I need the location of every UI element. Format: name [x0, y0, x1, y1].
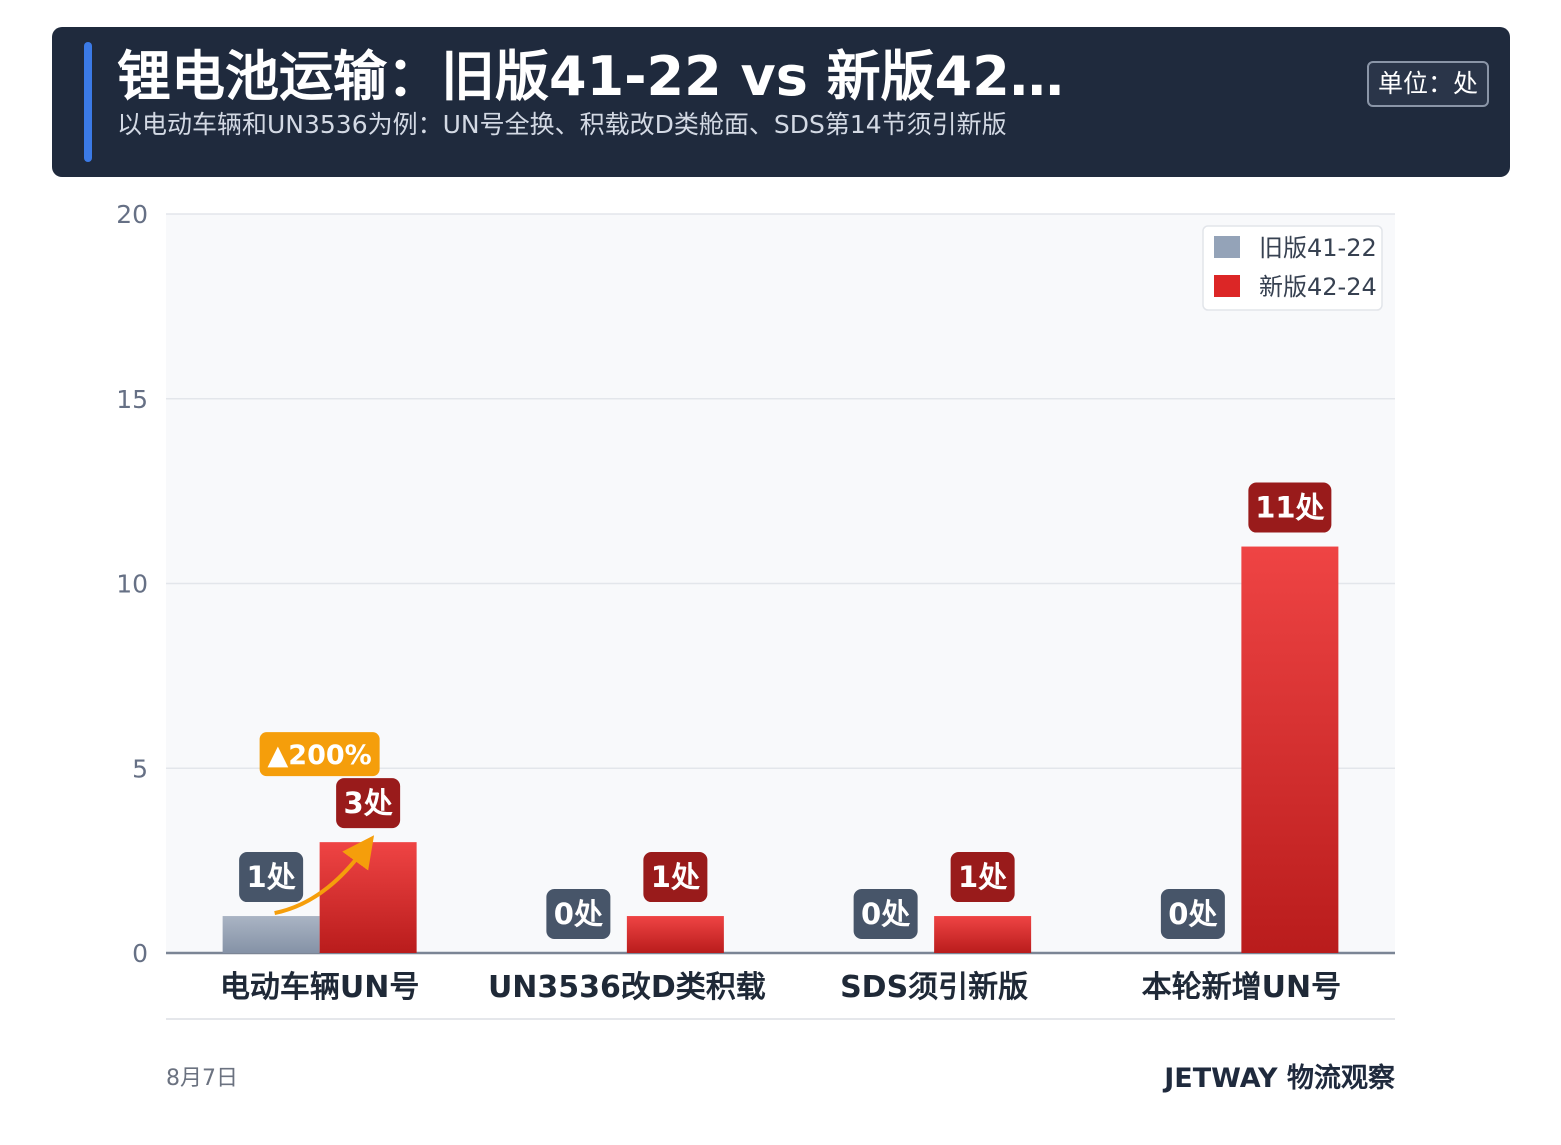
svg-text:11处: 11处: [1255, 491, 1324, 525]
data-label-old: 1处: [239, 852, 304, 903]
bar-new: [319, 842, 417, 953]
svg-text:1处: 1处: [958, 860, 1007, 894]
bar-new: [1241, 546, 1339, 953]
header-banner: [52, 27, 1510, 177]
chart-title: 锂电池运输：旧版41-22 vs 新版42…: [117, 45, 1064, 108]
svg-text:0处: 0处: [1168, 897, 1217, 931]
svg-text:1处: 1处: [247, 860, 296, 894]
legend-swatch: [1214, 275, 1240, 297]
data-label-old: 0处: [1160, 889, 1225, 939]
data-label-new: 11处: [1248, 482, 1332, 533]
bar-new: [934, 916, 1032, 953]
legend-label: 新版42-24: [1259, 273, 1377, 301]
footer-date: 8月7日: [166, 1066, 238, 1091]
svg-text:0处: 0处: [861, 897, 910, 931]
header-accent-bar: [84, 42, 92, 162]
svg-text:0处: 0处: [554, 897, 603, 931]
data-label-old: 0处: [853, 889, 918, 939]
y-tick-label: 5: [132, 754, 148, 783]
y-tick-label: 20: [116, 200, 148, 229]
footer-brand: JETWAY 物流观察: [1164, 1063, 1395, 1094]
x-tick-label: 电动车辆UN号: [220, 970, 419, 1005]
legend-swatch: [1214, 236, 1240, 258]
data-label-new: 1处: [643, 852, 708, 903]
data-label-new: 1处: [950, 852, 1015, 903]
bar-old: [222, 916, 320, 953]
x-tick-label: UN3536改D类积载: [488, 970, 766, 1005]
y-tick-label: 15: [116, 385, 148, 414]
data-label-old: 0处: [546, 889, 611, 939]
bar-new: [626, 916, 724, 953]
svg-text:1处: 1处: [651, 860, 700, 894]
data-label-new: 3处: [336, 778, 401, 829]
legend: 旧版41-22 新版42-24: [1202, 225, 1383, 311]
svg-text:▲200%: ▲200%: [268, 740, 372, 771]
chart-subtitle: 以电动车辆和UN3536为例：UN号全换、积载改D类舱面、SDS第14节须引新版: [117, 110, 1007, 139]
y-tick-label: 10: [116, 570, 148, 599]
x-tick-label: 本轮新增UN号: [1142, 970, 1341, 1005]
y-tick-label: 0: [132, 939, 148, 968]
unit-badge: 单位：处: [1367, 61, 1490, 107]
svg-text:3处: 3处: [344, 786, 393, 820]
growth-badge: ▲200%: [259, 732, 380, 777]
legend-label: 旧版41-22: [1259, 234, 1377, 262]
x-tick-label: SDS须引新版: [840, 970, 1028, 1005]
growth-arrow: [274, 835, 375, 916]
